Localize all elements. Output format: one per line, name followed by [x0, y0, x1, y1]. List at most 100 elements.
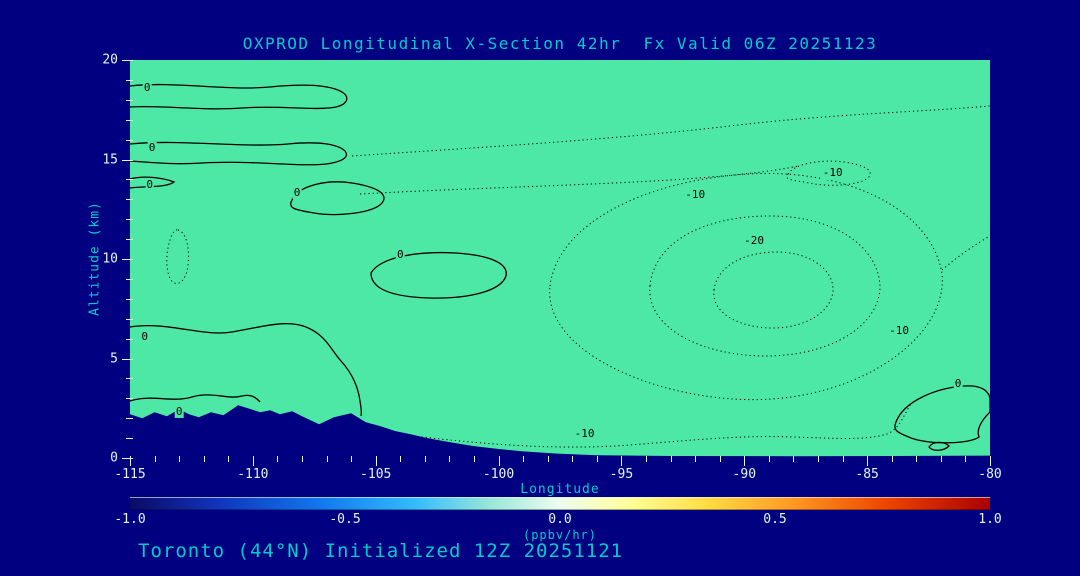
x-tick-label: -85	[855, 467, 879, 482]
x-tick	[498, 456, 500, 466]
x-tick	[867, 456, 869, 466]
y-tick-label: 20	[102, 52, 118, 68]
contour-labels: 0 0 0 0 0 0 0 -10 -20 -10 -10 -10 0	[130, 60, 990, 458]
colorbar-tick-label: 1.0	[978, 512, 1002, 527]
contour-label: 0	[147, 140, 157, 154]
x-tick	[719, 456, 721, 462]
x-tick	[424, 456, 426, 462]
x-tick-label: -100	[482, 467, 515, 482]
y-tick	[126, 99, 133, 101]
contour-label: 0	[142, 80, 152, 94]
colorbar-tick-label: 0.5	[763, 512, 787, 527]
x-tick	[400, 456, 402, 462]
contour-label: 0	[292, 186, 302, 200]
colorbar	[130, 497, 990, 510]
solid-contours	[130, 83, 990, 451]
contour-path-solid	[370, 251, 507, 299]
y-tick-label: 15	[102, 152, 118, 167]
dotted-contours	[166, 105, 990, 448]
y-tick	[126, 438, 133, 440]
x-tick-label: -110	[237, 467, 269, 482]
y-tick	[122, 60, 133, 61]
contour-path-dotted	[351, 105, 990, 157]
y-tick	[126, 338, 133, 340]
contour-label: -10	[573, 427, 596, 441]
x-tick	[916, 456, 918, 462]
figure-title: OXPROD Longitudinal X-Section 42hr Fx Va…	[242, 34, 878, 53]
x-tick	[449, 456, 451, 462]
y-tick	[126, 219, 133, 221]
terrain-silhouette	[130, 405, 990, 458]
contour-label: 0	[953, 377, 963, 391]
y-tick	[126, 239, 133, 241]
x-tick	[965, 456, 967, 462]
contour-label: 0	[174, 405, 184, 419]
y-tick-label: 10	[102, 251, 118, 267]
contour-path-solid	[894, 385, 990, 444]
y-tick	[126, 398, 133, 400]
x-tick-label: -90	[732, 467, 757, 482]
contour-label: -20	[743, 234, 766, 248]
y-tick	[122, 458, 133, 459]
x-tick	[842, 456, 844, 462]
contour-label: 0	[145, 178, 154, 192]
contour-path-solid	[130, 394, 261, 403]
x-tick	[670, 456, 672, 462]
x-tick	[621, 456, 623, 466]
x-tick	[154, 456, 156, 462]
y-tick	[126, 139, 133, 141]
y-tick	[126, 119, 133, 121]
contour-path-solid	[928, 441, 950, 451]
x-tick	[940, 456, 942, 462]
y-tick	[126, 298, 133, 300]
contour-path-solid	[290, 181, 385, 216]
y-tick	[126, 318, 133, 320]
x-tick	[695, 456, 697, 462]
x-tick-label: -115	[114, 467, 146, 482]
x-tick	[547, 456, 549, 462]
y-tick-label: 5	[110, 351, 118, 366]
contour-path-dotted	[713, 251, 834, 329]
x-tick	[326, 456, 328, 462]
x-tick	[375, 456, 377, 466]
contour-label: -10	[821, 166, 844, 180]
x-tick	[646, 456, 647, 462]
x-tick	[302, 456, 303, 462]
x-tick	[252, 456, 254, 466]
contour-canvas	[130, 83, 990, 458]
x-tick	[596, 456, 598, 462]
y-tick	[126, 199, 133, 201]
x-tick	[228, 456, 230, 462]
x-tick	[277, 456, 279, 462]
contour-path-dotted	[359, 165, 799, 195]
colorbar-tick-label: -1.0	[114, 512, 146, 527]
x-tick	[523, 456, 525, 462]
x-tick-label: -95	[609, 467, 634, 482]
contour-label: -10	[684, 188, 707, 202]
x-tick-label: -105	[360, 467, 392, 482]
y-tick	[126, 418, 133, 420]
plot-area: 0 0 0 0 0 0 0 -10 -20 -10 -10 -10 0	[130, 60, 990, 458]
x-tick	[572, 456, 574, 462]
x-tick	[203, 456, 205, 462]
x-tick	[351, 456, 353, 462]
contour-path-solid	[130, 141, 348, 166]
y-tick	[126, 79, 133, 81]
y-tick	[122, 159, 133, 161]
contour-path-dotted	[941, 235, 990, 271]
x-tick	[744, 456, 746, 466]
contour-label: -10	[888, 323, 911, 337]
contour-path-solid	[130, 83, 348, 110]
y-tick-label: 0	[110, 450, 118, 466]
figure-footer: Toronto (44°N) Initialized 12Z 20251121	[138, 540, 624, 562]
x-tick-label: -80	[978, 467, 1002, 482]
contour-path-dotted	[786, 160, 871, 186]
y-tick	[122, 358, 133, 360]
x-tick	[990, 456, 991, 466]
contour-path-dotted	[387, 401, 913, 448]
x-tick	[891, 456, 893, 462]
y-tick	[126, 378, 133, 380]
y-tick	[126, 278, 133, 280]
contour-path-solid	[130, 322, 363, 417]
